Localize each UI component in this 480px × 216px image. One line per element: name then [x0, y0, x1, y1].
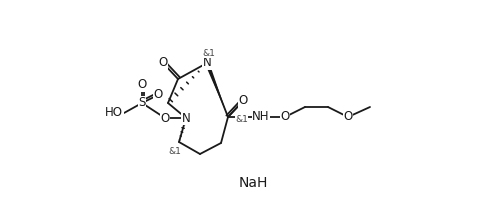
Text: O: O	[158, 57, 167, 70]
Text: &1: &1	[235, 116, 247, 124]
Text: O: O	[153, 89, 162, 102]
Text: NaH: NaH	[238, 176, 267, 190]
Text: &1: &1	[168, 148, 181, 157]
Text: N: N	[202, 57, 211, 70]
Text: O: O	[238, 95, 247, 108]
Text: HO: HO	[105, 106, 123, 119]
Text: O: O	[137, 78, 146, 92]
Text: S: S	[138, 97, 145, 110]
Text: O: O	[160, 111, 169, 124]
Text: O: O	[280, 111, 289, 124]
Text: NH: NH	[252, 111, 269, 124]
Polygon shape	[204, 62, 228, 117]
Text: O: O	[343, 111, 352, 124]
Text: N: N	[181, 111, 190, 124]
Text: &1: &1	[202, 49, 215, 57]
